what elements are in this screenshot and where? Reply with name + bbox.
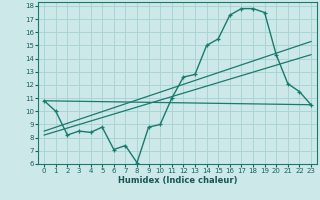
X-axis label: Humidex (Indice chaleur): Humidex (Indice chaleur) — [118, 176, 237, 185]
